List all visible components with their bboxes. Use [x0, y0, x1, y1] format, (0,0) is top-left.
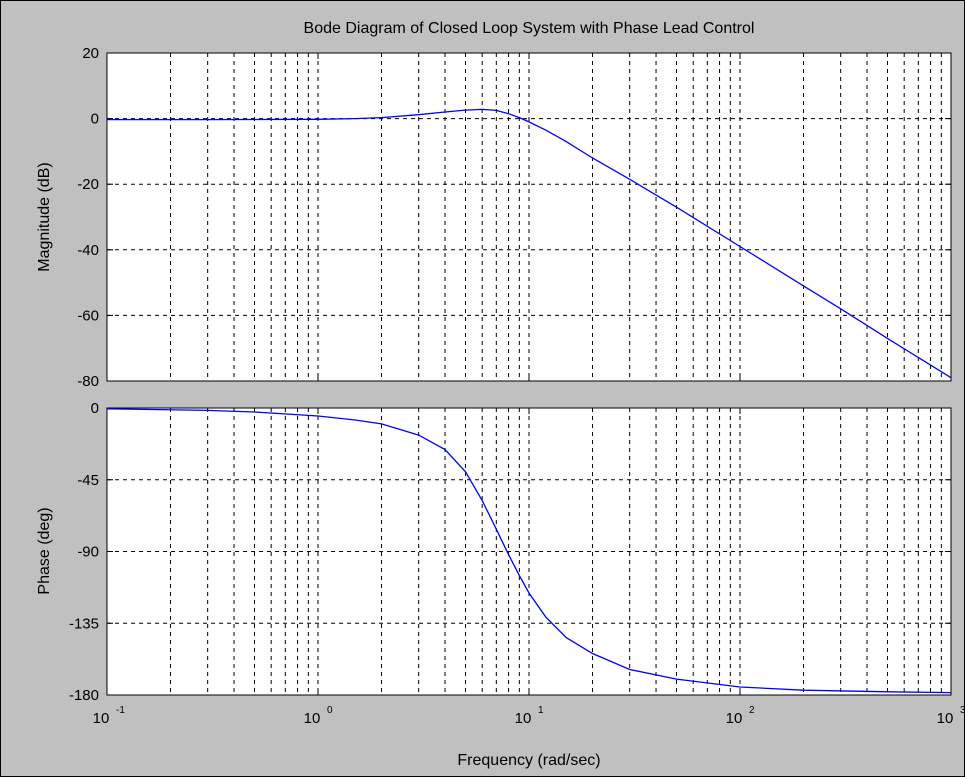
- y-tick-label: -20: [77, 176, 99, 193]
- x-tick-label: 10: [937, 710, 954, 727]
- y-tick-label: 0: [91, 111, 99, 128]
- x-axis-label: Frequency (rad/sec): [457, 752, 600, 769]
- y-tick-label: -60: [77, 307, 99, 324]
- x-tick-exponent: -1: [116, 705, 125, 716]
- x-tick-exponent: 2: [749, 705, 755, 716]
- y-tick-label: -45: [77, 472, 99, 489]
- y-tick-label: -40: [77, 242, 99, 259]
- y-tick-label: -180: [69, 687, 99, 704]
- phase-y-label: Phase (deg): [36, 507, 53, 594]
- x-tick-label: 10: [93, 710, 110, 727]
- magnitude-grid: [107, 53, 951, 381]
- phase-y-ticks: 0 -45 -90 -135 -180: [69, 400, 951, 704]
- x-axis-ticks: 10 -1 10 0 10 1 10 2 10 3: [93, 53, 964, 727]
- x-tick-label: 10: [726, 710, 743, 727]
- y-tick-label: -135: [69, 615, 99, 632]
- chart-title: Bode Diagram of Closed Loop System with …: [304, 20, 755, 37]
- x-tick-exponent: 0: [327, 705, 333, 716]
- phase-axes: 0 -45 -90 -135 -180 Phase (deg): [36, 400, 952, 704]
- y-tick-label: -90: [77, 544, 99, 561]
- magnitude-axes: 20 0 -20 -40 -60 -80 Magnitude (dB): [36, 45, 952, 390]
- magnitude-y-label: Magnitude (dB): [36, 162, 53, 271]
- x-tick-exponent: 3: [960, 705, 964, 716]
- magnitude-y-ticks: 20 0 -20 -40 -60 -80: [77, 45, 951, 390]
- y-tick-label: -80: [77, 373, 99, 390]
- y-tick-label: 0: [91, 400, 99, 417]
- x-tick-label: 10: [515, 710, 532, 727]
- y-tick-label: 20: [82, 45, 99, 62]
- phase-series-line: [106, 408, 952, 694]
- magnitude-series-line: [107, 108, 952, 379]
- phase-plot-area: [106, 407, 952, 696]
- x-tick-exponent: 1: [538, 705, 544, 716]
- x-tick-label: 10: [304, 710, 321, 727]
